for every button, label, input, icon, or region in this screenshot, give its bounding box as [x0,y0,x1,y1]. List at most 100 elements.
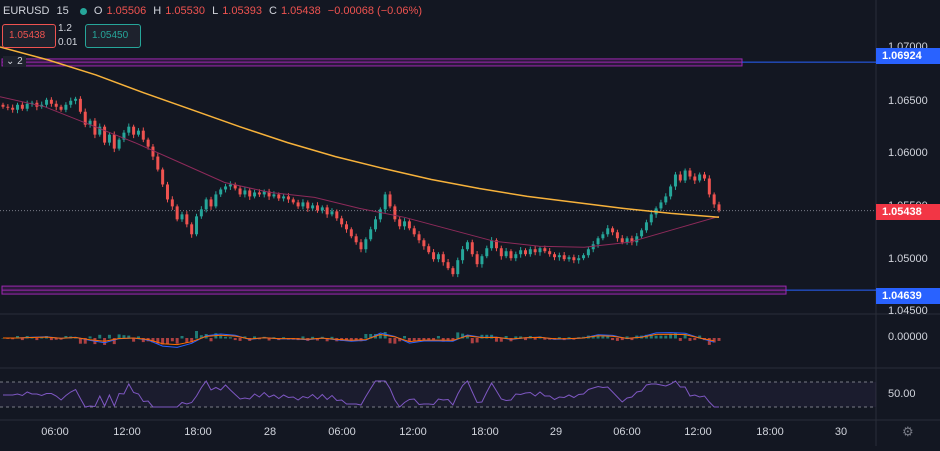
macd-histogram-bar [717,338,721,341]
macd-histogram-bar [233,338,237,341]
macd-histogram-bar [504,336,508,339]
open-value: 1.05506 [106,5,147,17]
candle-body [596,238,600,245]
macd-histogram-bar [364,334,368,339]
candle-body [586,249,590,256]
macd-histogram-bar [461,333,465,339]
candle-body [485,248,489,257]
macd-histogram-bar [654,335,658,339]
macd-histogram-bar [141,338,145,343]
candle-body [30,102,34,104]
candle-body [103,126,107,143]
candle-body [644,222,648,231]
macd-histogram-bar [219,336,223,339]
macd-histogram-bar [136,336,140,339]
indicators-collapse-button[interactable]: ⌄ 2 [3,56,26,67]
candle-body [553,254,557,258]
macd-histogram-bar [175,338,179,344]
candle-body [306,202,310,209]
candle-body [669,186,673,197]
candle-body [625,238,629,243]
candle-body [630,238,634,243]
candle-body [475,254,479,265]
candle-body [277,194,281,199]
buy-button[interactable]: 1.05450 [85,24,141,48]
candle-body [659,202,663,209]
macd-histogram-bar [591,336,595,339]
candle-body [156,156,160,170]
macd-histogram-bar [83,338,87,344]
candle-body [538,248,542,253]
macd-histogram-bar [16,336,20,339]
macd-histogram-bar [170,338,174,342]
macd-histogram-bar [480,334,484,339]
candle-body [16,104,20,110]
candle-body [378,209,382,220]
candle-body [523,250,527,255]
sell-button[interactable]: 1.05438 [2,24,56,48]
candle-body [456,260,460,275]
rsi-band [0,382,876,407]
candle-body [349,229,353,237]
macd-histogram-bar [465,335,469,339]
symbol-name[interactable]: EURUSD [3,5,50,17]
candle-body [436,254,440,260]
candle-body [6,106,10,108]
macd-histogram-bar [412,338,416,341]
candle-body [25,103,29,109]
macd-histogram-bar [625,336,629,339]
candle-body [548,251,552,255]
candle-body [228,184,232,187]
macd-histogram-bar [349,338,353,342]
macd-histogram-bar [543,338,547,340]
candle-body [494,240,498,249]
gear-icon[interactable]: ⚙ [902,424,914,439]
interval-label[interactable]: 15 [56,5,69,17]
candle-body [78,98,82,112]
macd-histogram-bar [436,336,440,339]
macd-histogram-bar [712,338,716,343]
lower-zone-price-tag: 1.04639 [876,288,940,304]
candle-body [282,196,286,199]
macd-axis-label: 0.00000 [888,331,928,343]
macd-histogram-bar [199,335,203,339]
macd-histogram-bar [519,336,523,339]
macd-histogram-bar [494,338,498,342]
macd-histogram-bar [64,336,68,339]
candle-body [315,205,319,211]
candle-body [606,228,610,235]
macd-histogram-bar [533,338,537,340]
macd-histogram-bar [630,338,634,341]
candle-body [238,188,242,195]
candle-body [311,205,315,209]
candle-body [470,242,474,255]
candle-body [253,192,257,197]
time-tick-4: 28 [263,426,277,438]
spread-bottom: 0.01 [58,37,78,48]
candle-body [49,99,53,104]
macd-histogram-bar [40,337,44,339]
candle-body [69,100,73,105]
macd-histogram-bar [11,338,15,340]
macd-histogram-bar [451,338,455,341]
macd-histogram-bar [315,338,319,341]
rsi-axis-label: 50.00 [888,388,916,400]
time-tick-5: 06:00 [328,426,356,438]
macd-histogram-bar [601,336,605,339]
candle-body [461,249,465,261]
candle-body [59,106,63,110]
macd-histogram-bar [407,338,411,342]
macd-histogram-bar [127,335,131,339]
open-label: O [93,5,103,17]
macd-histogram-bar [475,338,479,343]
candle-body [509,251,513,259]
candle-body [393,206,397,220]
candle-body [354,236,358,243]
macd-histogram-bar [393,338,397,344]
candle-body [577,258,581,261]
macd-histogram-bar [117,334,121,339]
candle-body [127,126,131,133]
candle-body [132,126,136,135]
